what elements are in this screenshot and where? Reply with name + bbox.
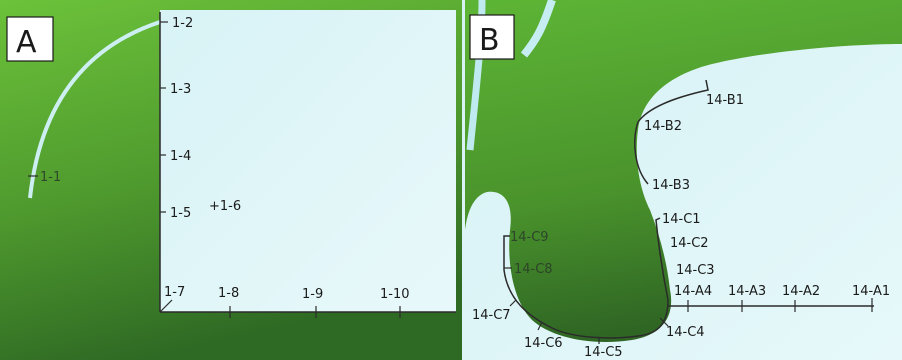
label-14-c7: 14-C7 xyxy=(472,308,511,323)
panel-b: 14-B1 14-B2 14-B3 14-C1 14-C2 14-C3 14-C… xyxy=(462,0,902,360)
label-14-c2: 14-C2 xyxy=(670,236,709,251)
label-1-5: 1-5 xyxy=(170,206,191,221)
label-14-c9: 14-C9 xyxy=(510,230,549,245)
label-14-a2: 14-A2 xyxy=(782,284,820,299)
panel-a: 1-1 1-2 1-3 1-4 1-5 +1-6 1-7 1-8 1-9 1-1… xyxy=(0,0,462,360)
light-region-a xyxy=(160,10,456,312)
label-14-c6: 14-C6 xyxy=(524,336,563,351)
light-streak-b xyxy=(466,0,486,151)
label-14-c8: 14-C8 xyxy=(514,262,553,277)
panel-letter-b: B xyxy=(479,23,500,58)
label-1-8: 1-8 xyxy=(218,286,239,301)
label-14-a1: 14-A1 xyxy=(852,284,890,299)
label-14-a3: 14-A3 xyxy=(728,284,766,299)
bracket-c-series xyxy=(503,217,669,339)
label-1-2: 1-2 xyxy=(172,16,193,31)
bracket-b-series xyxy=(634,79,709,185)
tick-1-7 xyxy=(159,299,173,313)
label-14-c1: 14-C1 xyxy=(662,212,701,227)
panel-letter-a: A xyxy=(16,25,37,60)
label-1-9: 1-9 xyxy=(302,287,323,302)
label-1-6: +1-6 xyxy=(209,199,241,214)
panel-letter-box-a xyxy=(6,16,54,62)
tick-14-c4 xyxy=(659,317,669,327)
tick-14-c7 xyxy=(509,299,517,307)
label-1-3: 1-3 xyxy=(170,82,191,97)
label-14-b1: 14-B1 xyxy=(706,93,744,108)
light-streak-b2 xyxy=(520,0,556,58)
label-14-c3: 14-C3 xyxy=(676,263,715,278)
panel-letter-box-b xyxy=(469,14,515,60)
label-1-7: 1-7 xyxy=(164,285,185,300)
tick-14-c6 xyxy=(537,321,543,331)
label-1-10: 1-10 xyxy=(380,287,410,302)
green-tissue-b xyxy=(465,0,902,342)
label-14-c5: 14-C5 xyxy=(584,345,623,360)
label-14-a4: 14-A4 xyxy=(674,284,712,299)
arc-boundary xyxy=(28,20,161,199)
panel-b-svg: 14-B1 14-B2 14-B3 14-C1 14-C2 14-C3 14-C… xyxy=(462,0,902,360)
panel-a-svg: 1-1 1-2 1-3 1-4 1-5 +1-6 1-7 1-8 1-9 1-1… xyxy=(0,0,462,360)
label-14-b3: 14-B3 xyxy=(652,178,690,193)
label-14-b2: 14-B2 xyxy=(644,119,682,134)
label-1-1: 1-1 xyxy=(40,170,61,185)
label-1-4: 1-4 xyxy=(170,149,191,164)
label-14-c4: 14-C4 xyxy=(666,325,705,340)
